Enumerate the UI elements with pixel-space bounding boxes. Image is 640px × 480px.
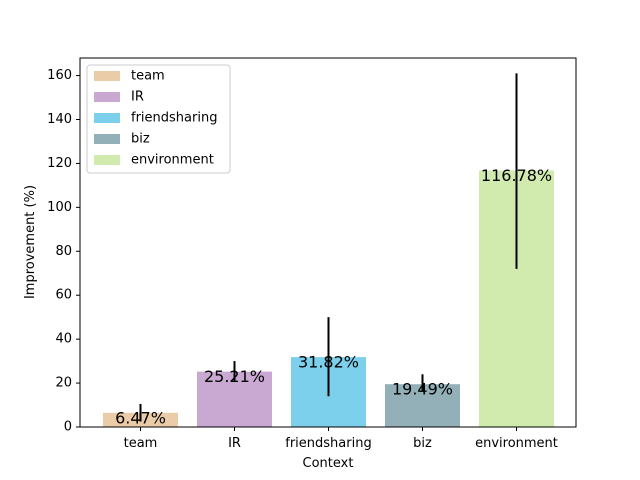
y-tick-label: 60: [55, 288, 72, 303]
x-tick-label-IR: IR: [228, 436, 241, 451]
y-tick-label: 160: [47, 68, 72, 83]
data-label-biz: 19.49%: [392, 380, 453, 399]
data-label-environment: 116.78%: [481, 166, 552, 185]
error-bars-group: [139, 73, 518, 422]
legend-label-IR: IR: [131, 90, 144, 105]
data-label-team: 6.47%: [115, 408, 166, 427]
data-label-IR: 25.21%: [204, 367, 265, 386]
legend: team IR friendsharing biz environment: [86, 64, 231, 174]
y-tick-label: 100: [47, 200, 72, 215]
x-tick-label-environment: environment: [475, 436, 558, 451]
y-tick-label: 40: [55, 332, 72, 347]
legend-swatch-friendsharing: [94, 113, 120, 123]
x-axis-label: Context: [303, 456, 354, 471]
legend-label-environment: environment: [131, 153, 214, 168]
y-axis: 0 20 40 60 80 100 120 140 160: [47, 68, 80, 435]
legend-label-biz: biz: [131, 132, 150, 147]
legend-label-team: team: [131, 69, 165, 84]
legend-swatch-biz: [94, 134, 120, 144]
y-tick-label: 80: [55, 244, 72, 259]
x-tick-label-friendsharing: friendsharing: [285, 436, 371, 451]
y-tick-label: 120: [47, 156, 72, 171]
legend-swatch-team: [94, 71, 120, 81]
legend-label-friendsharing: friendsharing: [131, 111, 217, 126]
y-tick-label: 0: [64, 420, 72, 435]
legend-swatch-IR: [94, 92, 120, 102]
y-tick-label: 20: [55, 376, 72, 391]
legend-swatch-environment: [94, 155, 120, 165]
legend-box: [86, 64, 231, 174]
data-labels-group: 6.47% 25.21% 31.82% 19.49% 116.78%: [115, 166, 552, 427]
x-tick-label-biz: biz: [413, 436, 432, 451]
y-tick-label: 140: [47, 112, 72, 127]
data-label-friendsharing: 31.82%: [298, 353, 359, 372]
x-axis: team IR friendsharing biz environment: [124, 427, 558, 451]
x-tick-label-team: team: [124, 436, 158, 451]
y-axis-label: Improvement (%): [23, 185, 38, 299]
